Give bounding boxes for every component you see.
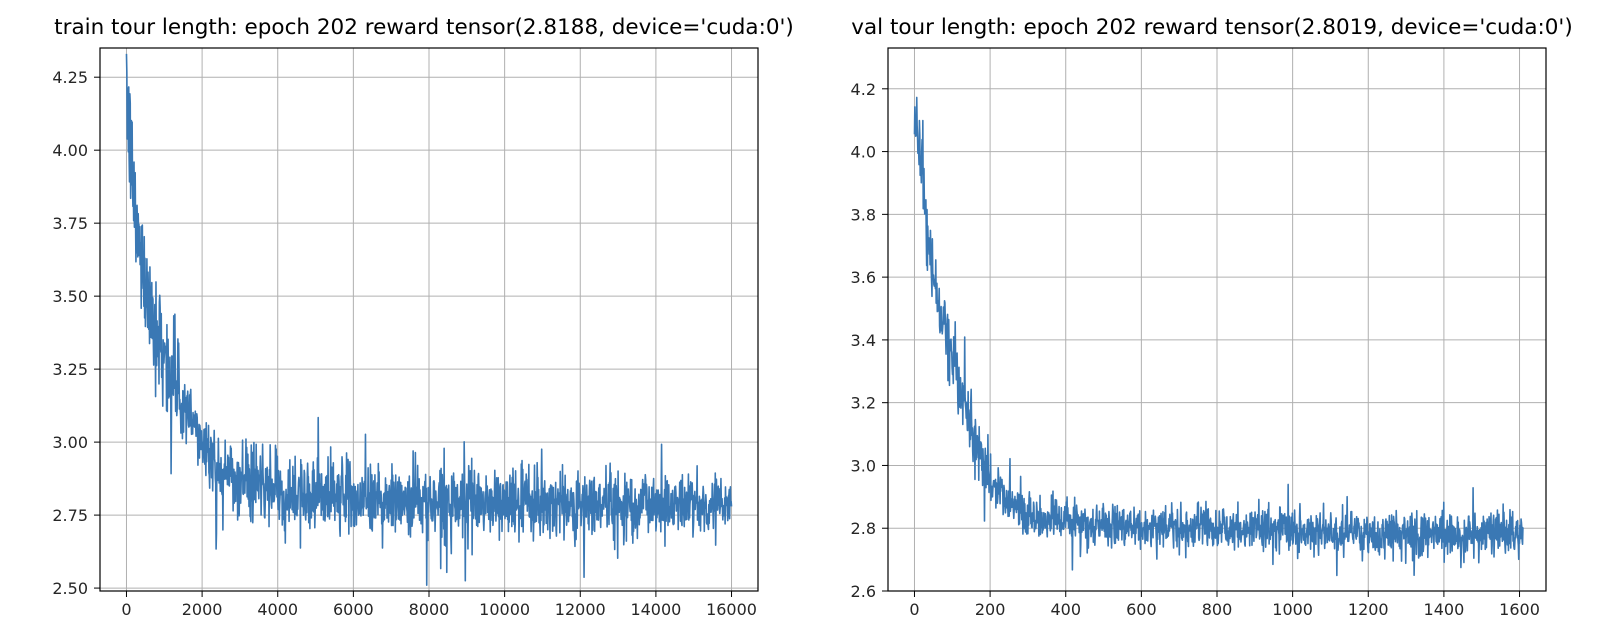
val-ytick-label: 4.2: [851, 80, 876, 99]
val-ytick-label: 3.2: [851, 394, 876, 413]
train-ytick-label: 2.50: [52, 579, 88, 598]
val-xtick-label: 1600: [1499, 600, 1540, 619]
train-xtick-label: 2000: [182, 600, 223, 619]
train-ytick-label: 3.00: [52, 433, 88, 452]
train-xtick-label: 16000: [706, 600, 757, 619]
val-xtick-label: 0: [909, 600, 919, 619]
train-chart: 0 2000 4000 6000 8000 10000 12000 14000 16000 2.5…: [52, 15, 793, 619]
train-ytick-label: 4.25: [52, 68, 88, 87]
val-xtick-label: 800: [1202, 600, 1233, 619]
val-ytick-label: 3.8: [851, 205, 876, 224]
val-xtick-label: 400: [1050, 600, 1081, 619]
train-xtick-label: 6000: [333, 600, 374, 619]
train-ytick-label: 3.25: [52, 360, 88, 379]
train-xtick-label: 4000: [257, 600, 298, 619]
val-ytick-label: 3.0: [851, 456, 876, 475]
val-xtick-label: 1000: [1272, 600, 1313, 619]
train-series-line: [125, 53, 733, 586]
val-series-line: [913, 96, 1524, 577]
val-chart-title: val tour length: epoch 202 reward tensor…: [851, 15, 1572, 40]
train-ytick-label: 3.50: [52, 287, 88, 306]
val-ytick-label: 3.4: [851, 331, 876, 350]
val-ytick-label: 4.0: [851, 143, 876, 162]
train-xtick-label: 8000: [409, 600, 450, 619]
train-xtick-label: 12000: [555, 600, 606, 619]
val-xtick-label: 1400: [1424, 600, 1465, 619]
train-ytick-label: 3.75: [52, 214, 88, 233]
val-xtick-label: 1200: [1348, 600, 1389, 619]
val-chart: 0 200 400 600 800 1000 1200 1400 1600 2.6 2.8 3.0 3.…: [851, 15, 1573, 619]
val-xtick-label: 200: [975, 600, 1006, 619]
train-xtick-label: 10000: [479, 600, 530, 619]
val-ytick-label: 2.8: [851, 519, 876, 538]
train-ytick-label: 4.00: [52, 141, 88, 160]
train-xtick-label: 0: [121, 600, 131, 619]
train-chart-title: train tour length: epoch 202 reward tens…: [54, 15, 794, 40]
val-ytick-label: 3.6: [851, 268, 876, 287]
val-ytick-label: 2.6: [851, 582, 876, 601]
train-ytick-label: 2.75: [52, 506, 88, 525]
val-xtick-label: 600: [1126, 600, 1157, 619]
train-xtick-label: 14000: [630, 600, 681, 619]
